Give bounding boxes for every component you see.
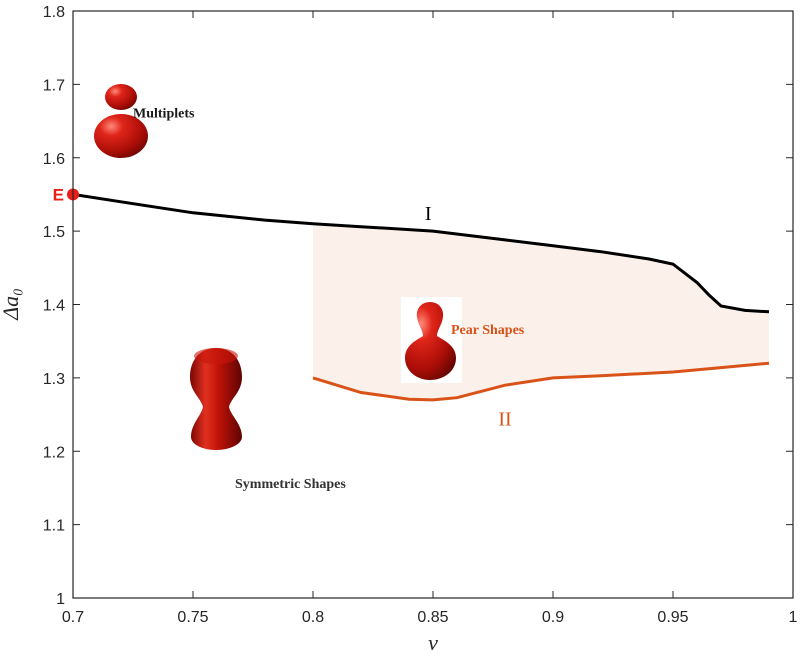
y-tick-label: 1.5 [43,224,65,241]
series-line-II [312,361,770,402]
x-tick-label: 0.8 [302,609,324,626]
y-axis-label: Δa₀ [0,288,23,321]
x-axis-label: v [428,630,438,655]
curve-label-II: II [498,409,511,431]
multiplet-drops-icon [94,84,148,158]
x-tick-label: 0.95 [657,609,688,626]
point-e-label: E [53,185,64,204]
curve-label-I: I [425,203,432,225]
symmetric-shapes-label: Symmetric Shapes [235,477,346,492]
x-axis: 0.7 0.75 0.8 0.85 0.9 0.95 1 [62,11,798,626]
x-tick-label: 0.9 [542,609,564,626]
y-axis: 1 1.1 1.2 1.3 1.4 1.5 1.6 1.7 1.8 [43,4,793,608]
x-tick-label: 0.7 [62,609,84,626]
x-tick-label: 0.85 [417,609,448,626]
y-tick-label: 1.1 [43,518,65,535]
pear-shapes-label: Pear Shapes [451,323,525,338]
symmetric-shape-icon [190,348,242,450]
y-tick-label: 1.7 [43,77,65,94]
y-tick-label: 1.6 [43,151,65,168]
y-tick-label: 1.8 [43,4,65,21]
y-tick-label: 1 [56,591,65,608]
y-tick-label: 1.4 [43,298,65,315]
x-tick-label: 0.75 [177,609,208,626]
pear-shape-icon [401,297,462,383]
series-line-I [72,192,770,314]
x-tick-label: 1 [789,609,798,626]
y-tick-label: 1.3 [43,371,65,388]
y-tick-label: 1.2 [43,444,65,461]
multiplets-label: Multiplets [133,106,195,121]
